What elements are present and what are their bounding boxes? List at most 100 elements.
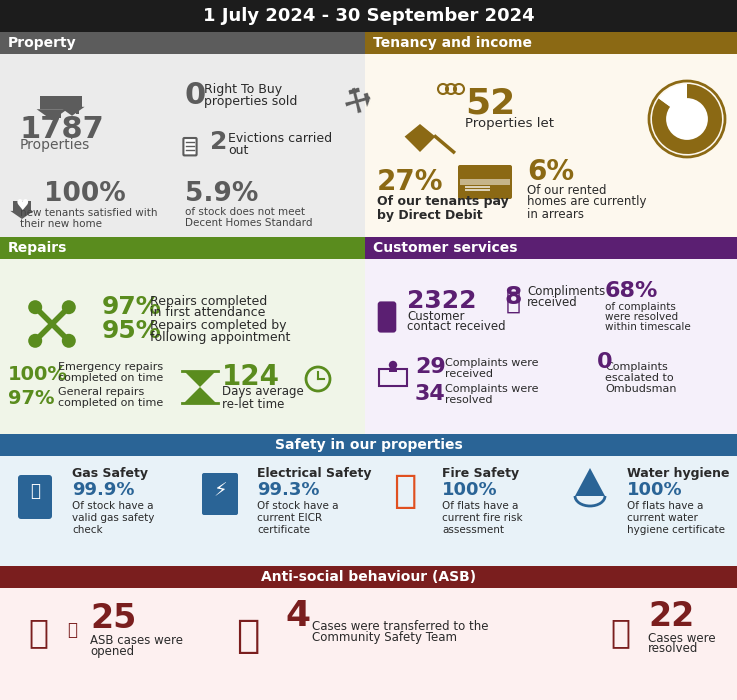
- Text: Tenancy and income: Tenancy and income: [373, 36, 532, 50]
- Text: 🔥: 🔥: [394, 472, 416, 510]
- Text: 📋: 📋: [610, 617, 630, 650]
- Text: escalated to: escalated to: [605, 373, 674, 383]
- Text: 100%: 100%: [8, 365, 68, 384]
- Text: 99.9%: 99.9%: [72, 481, 134, 499]
- Polygon shape: [184, 387, 216, 403]
- Bar: [460, 179, 510, 185]
- Bar: [465, 186, 490, 188]
- Circle shape: [28, 300, 42, 314]
- Text: Decent Homes Standard: Decent Homes Standard: [185, 218, 312, 228]
- Polygon shape: [37, 109, 67, 120]
- Text: Gas Safety: Gas Safety: [72, 468, 148, 480]
- Bar: [0, 588, 737, 700]
- Bar: [0, 0, 737, 32]
- Text: Water hygiene: Water hygiene: [627, 468, 730, 480]
- Text: 📊: 📊: [67, 621, 77, 639]
- Text: of complaints: of complaints: [605, 302, 676, 312]
- Text: 97%: 97%: [102, 295, 161, 319]
- FancyBboxPatch shape: [202, 473, 238, 515]
- Text: ⚒: ⚒: [336, 83, 374, 121]
- Text: Customer: Customer: [407, 309, 464, 323]
- Text: in first attendance: in first attendance: [150, 307, 265, 319]
- Bar: [57, 111, 60, 118]
- Text: current water: current water: [627, 513, 698, 523]
- FancyBboxPatch shape: [18, 475, 52, 519]
- Text: received: received: [445, 369, 493, 379]
- Text: Electrical Safety: Electrical Safety: [257, 468, 371, 480]
- Circle shape: [666, 98, 708, 140]
- Wedge shape: [652, 84, 722, 154]
- Text: were resolved: were resolved: [605, 312, 678, 322]
- Bar: [465, 189, 490, 191]
- Bar: [365, 259, 737, 434]
- Text: valid gas safety: valid gas safety: [72, 513, 154, 523]
- Text: resolved: resolved: [445, 395, 492, 405]
- Text: 4: 4: [285, 599, 310, 633]
- Text: Complaints: Complaints: [605, 362, 668, 372]
- Text: check: check: [72, 525, 102, 535]
- FancyBboxPatch shape: [458, 165, 512, 199]
- Text: Repairs completed: Repairs completed: [150, 295, 268, 307]
- Text: Emergency repairs: Emergency repairs: [58, 362, 163, 372]
- Text: Customer services: Customer services: [373, 241, 517, 255]
- Text: of stock does not meet: of stock does not meet: [185, 207, 305, 217]
- Text: Of flats have a: Of flats have a: [442, 501, 518, 511]
- Text: Of our tenants pay: Of our tenants pay: [377, 195, 509, 209]
- Text: Days average: Days average: [222, 386, 304, 398]
- Text: 22: 22: [648, 599, 694, 633]
- Text: ASB cases were: ASB cases were: [90, 634, 183, 647]
- Bar: [365, 237, 737, 259]
- Text: completed on time: completed on time: [58, 373, 164, 383]
- Text: hygiene certificate: hygiene certificate: [627, 525, 725, 535]
- Text: Right To Buy: Right To Buy: [204, 83, 282, 97]
- Text: Safety in our properties: Safety in our properties: [275, 438, 462, 452]
- Text: Of flats have a: Of flats have a: [627, 501, 703, 511]
- Bar: [0, 456, 737, 566]
- Text: 29: 29: [415, 357, 446, 377]
- Text: 8: 8: [505, 285, 523, 309]
- Text: 25: 25: [90, 601, 136, 634]
- Text: certificate: certificate: [257, 525, 310, 535]
- Text: Cases were transferred to the: Cases were transferred to the: [312, 620, 489, 633]
- Text: 100%: 100%: [44, 181, 126, 207]
- Bar: [0, 54, 365, 237]
- Wedge shape: [659, 84, 687, 119]
- Text: 100%: 100%: [442, 481, 497, 499]
- Text: Of our rented: Of our rented: [527, 183, 607, 197]
- Text: out: out: [228, 144, 248, 157]
- Text: 34: 34: [415, 384, 446, 404]
- Text: 2: 2: [210, 130, 228, 154]
- Text: Fire Safety: Fire Safety: [442, 468, 519, 480]
- Text: current EICR: current EICR: [257, 513, 322, 523]
- Bar: [0, 237, 365, 259]
- Text: Cases were: Cases were: [648, 631, 716, 645]
- Text: 52: 52: [465, 87, 515, 121]
- Text: Properties let: Properties let: [465, 118, 554, 130]
- Text: new tenants satisfied with: new tenants satisfied with: [20, 208, 158, 218]
- Text: homes are currently: homes are currently: [527, 195, 646, 209]
- Bar: [40, 96, 64, 109]
- Text: 0: 0: [185, 81, 206, 111]
- Text: ♥: ♥: [15, 198, 29, 213]
- Bar: [365, 32, 737, 54]
- Text: their new home: their new home: [20, 219, 102, 229]
- Text: 6%: 6%: [527, 158, 574, 186]
- Text: General repairs: General repairs: [58, 387, 144, 397]
- Text: 2322: 2322: [407, 289, 477, 313]
- Text: re-let time: re-let time: [222, 398, 284, 410]
- Text: 99.3%: 99.3%: [257, 481, 320, 499]
- Text: contact received: contact received: [407, 321, 506, 333]
- Text: 124: 124: [222, 363, 280, 391]
- Text: Ombudsman: Ombudsman: [605, 384, 677, 394]
- Polygon shape: [575, 468, 605, 496]
- Polygon shape: [405, 124, 436, 152]
- Circle shape: [389, 360, 397, 369]
- Text: Of stock have a: Of stock have a: [72, 501, 153, 511]
- Text: Evictions carried: Evictions carried: [228, 132, 332, 144]
- Text: Properties: Properties: [20, 138, 90, 152]
- Text: in arrears: in arrears: [527, 207, 584, 220]
- Text: 1787: 1787: [20, 115, 105, 144]
- Text: Repairs: Repairs: [8, 241, 67, 255]
- FancyBboxPatch shape: [377, 302, 397, 332]
- Text: current fire risk: current fire risk: [442, 513, 523, 523]
